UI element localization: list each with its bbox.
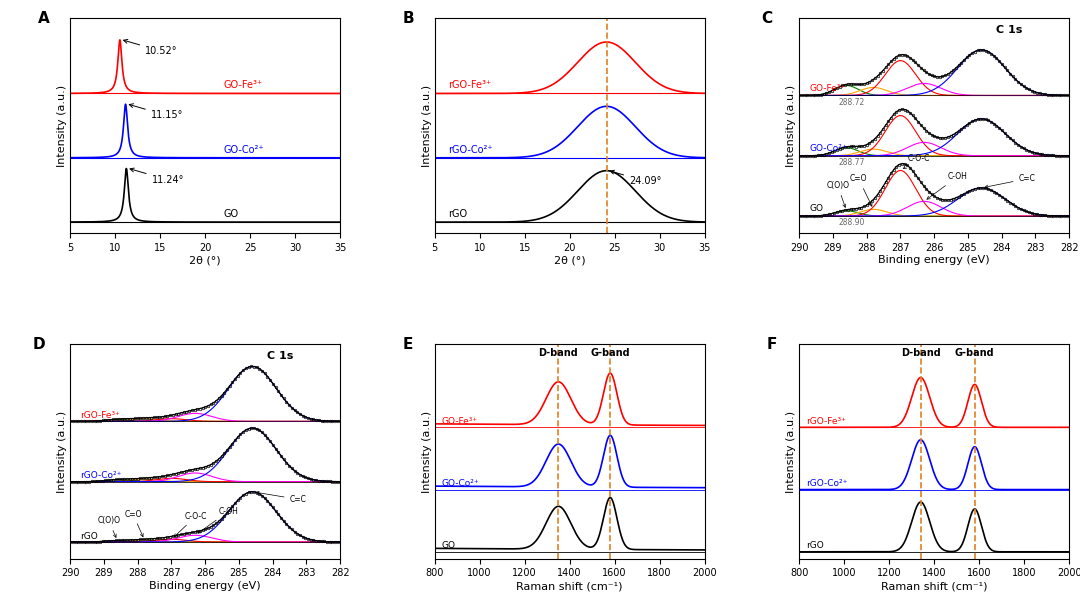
Text: G-band: G-band bbox=[955, 348, 995, 358]
Y-axis label: Intensity (a.u.): Intensity (a.u.) bbox=[786, 411, 796, 492]
Text: rGO-Co²⁺: rGO-Co²⁺ bbox=[448, 145, 492, 155]
Text: rGO: rGO bbox=[80, 532, 98, 541]
Y-axis label: Intensity (a.u.): Intensity (a.u.) bbox=[422, 85, 432, 166]
Text: 288.90: 288.90 bbox=[838, 219, 864, 227]
Text: F: F bbox=[767, 337, 778, 352]
Text: 288.72: 288.72 bbox=[838, 98, 864, 107]
Text: C-O-C: C-O-C bbox=[903, 154, 930, 169]
Y-axis label: Intensity (a.u.): Intensity (a.u.) bbox=[422, 411, 432, 492]
Text: GO: GO bbox=[442, 542, 456, 550]
Text: D-band: D-band bbox=[901, 348, 941, 358]
Text: GO: GO bbox=[224, 209, 239, 219]
Text: C: C bbox=[761, 11, 772, 26]
Text: C=O: C=O bbox=[124, 510, 144, 537]
X-axis label: 2θ (°): 2θ (°) bbox=[554, 255, 585, 265]
Text: rGO-Co²⁺: rGO-Co²⁺ bbox=[806, 479, 848, 488]
Text: C-OH: C-OH bbox=[927, 173, 968, 199]
Text: GO-Fe³⁺: GO-Fe³⁺ bbox=[224, 80, 262, 90]
Text: GO-Co²⁺: GO-Co²⁺ bbox=[442, 479, 480, 488]
Text: D: D bbox=[32, 337, 45, 352]
Text: rGO: rGO bbox=[806, 542, 824, 550]
X-axis label: Binding energy (eV): Binding energy (eV) bbox=[878, 255, 990, 265]
Text: 10.52°: 10.52° bbox=[123, 39, 177, 56]
X-axis label: Raman shift (cm⁻¹): Raman shift (cm⁻¹) bbox=[516, 581, 623, 591]
Text: rGO-Fe³⁺: rGO-Fe³⁺ bbox=[806, 417, 846, 426]
Text: GO-Fe³⁺: GO-Fe³⁺ bbox=[809, 84, 846, 93]
Y-axis label: Intensity (a.u.): Intensity (a.u.) bbox=[57, 85, 67, 166]
Text: C 1s: C 1s bbox=[997, 25, 1023, 35]
Text: C-O-C: C-O-C bbox=[174, 511, 207, 537]
Text: 24.09°: 24.09° bbox=[610, 170, 661, 186]
X-axis label: 2θ (°): 2θ (°) bbox=[189, 255, 221, 265]
Text: C=O: C=O bbox=[850, 174, 872, 206]
Text: C(O)O: C(O)O bbox=[97, 516, 120, 537]
Text: rGO: rGO bbox=[448, 209, 468, 219]
Text: 11.15°: 11.15° bbox=[130, 104, 184, 120]
Text: C 1s: C 1s bbox=[268, 351, 294, 361]
Text: G-band: G-band bbox=[591, 348, 630, 358]
Y-axis label: Intensity (a.u.): Intensity (a.u.) bbox=[57, 411, 67, 492]
Text: GO-Co²⁺: GO-Co²⁺ bbox=[224, 145, 264, 155]
Text: B: B bbox=[403, 11, 414, 26]
Text: C=C: C=C bbox=[985, 174, 1036, 188]
Text: rGO-Fe³⁺: rGO-Fe³⁺ bbox=[448, 80, 491, 90]
Text: rGO-Co²⁺: rGO-Co²⁺ bbox=[80, 472, 122, 480]
Text: C(O)O: C(O)O bbox=[826, 181, 849, 208]
Text: D-band: D-band bbox=[539, 348, 578, 358]
Text: C=C: C=C bbox=[256, 491, 307, 503]
Text: GO-Co²⁺: GO-Co²⁺ bbox=[809, 144, 847, 153]
Y-axis label: Intensity (a.u.): Intensity (a.u.) bbox=[786, 85, 796, 166]
Text: C-OH: C-OH bbox=[198, 507, 239, 533]
Text: 11.24°: 11.24° bbox=[130, 168, 184, 185]
X-axis label: Binding energy (eV): Binding energy (eV) bbox=[149, 581, 261, 591]
X-axis label: Raman shift (cm⁻¹): Raman shift (cm⁻¹) bbox=[881, 581, 987, 591]
Text: 288.77: 288.77 bbox=[838, 158, 864, 167]
Text: E: E bbox=[403, 337, 413, 352]
Text: A: A bbox=[38, 11, 50, 26]
Text: rGO-Fe³⁺: rGO-Fe³⁺ bbox=[80, 411, 120, 420]
Text: GO: GO bbox=[809, 204, 823, 214]
Text: GO-Fe³⁺: GO-Fe³⁺ bbox=[442, 417, 477, 426]
